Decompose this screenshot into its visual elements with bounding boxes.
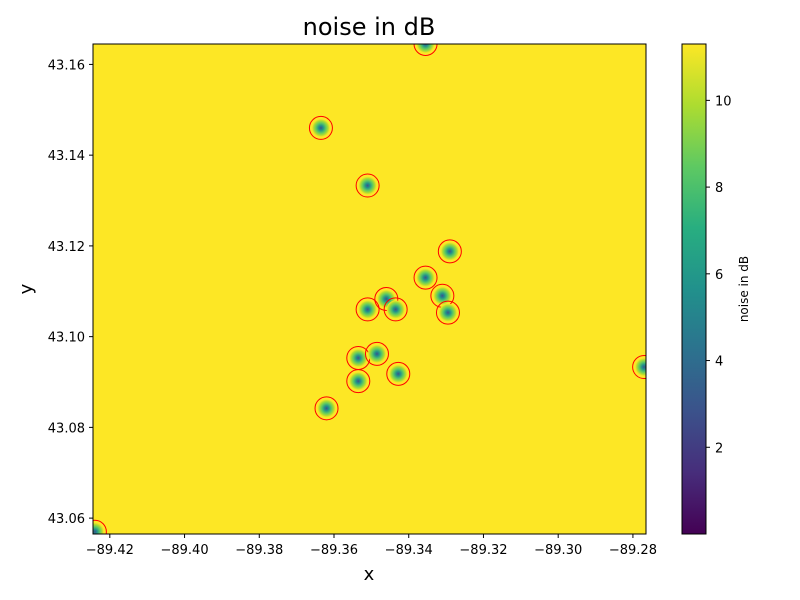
noise-blob-11 xyxy=(367,344,386,363)
source-marker-3 xyxy=(437,239,462,264)
x-tick-label-1: −89.40 xyxy=(160,543,208,558)
noise-sources xyxy=(93,44,646,534)
source-marker-7 xyxy=(355,297,380,322)
noise-blob-16 xyxy=(93,522,104,534)
x-tick-label-2: −89.38 xyxy=(235,543,283,558)
noise-blob-3 xyxy=(440,242,459,261)
noise-blob-15 xyxy=(635,358,646,377)
noise-blob-14 xyxy=(317,399,336,418)
y-axis-ticks: 43.06 43.08 43.10 43.12 43.14 43.16 xyxy=(48,58,93,527)
x-axis-ticks: −89.42 −89.40 −89.38 −89.36 −89.34 −89.32 −89.… xyxy=(86,534,657,558)
y-tick-label-0: 43.06 xyxy=(48,512,85,527)
y-tick-label-3: 43.12 xyxy=(48,240,85,255)
noise-blob-1 xyxy=(311,118,330,137)
y-axis-label: y xyxy=(16,283,37,294)
cb-tick-label-3: 8 xyxy=(715,181,723,196)
x-tick-label-7: −89.28 xyxy=(609,543,657,558)
source-marker-8 xyxy=(383,297,408,322)
noise-blob-7 xyxy=(358,300,377,319)
y-tick-label-4: 43.14 xyxy=(48,149,85,164)
source-marker-9 xyxy=(435,300,460,325)
source-marker-12 xyxy=(386,361,411,386)
y-tick-label-2: 43.10 xyxy=(48,331,85,346)
colorbar xyxy=(681,43,707,535)
source-marker-11 xyxy=(364,341,389,366)
x-tick-label-4: −89.34 xyxy=(385,543,433,558)
source-marker-5 xyxy=(374,286,399,311)
x-tick-label-5: −89.32 xyxy=(459,543,507,558)
plot-frame xyxy=(92,43,647,535)
source-marker-13 xyxy=(346,369,371,394)
noise-blob-13 xyxy=(349,372,368,391)
noise-blob-6 xyxy=(433,286,452,305)
noise-blob-8 xyxy=(386,300,405,319)
source-marker-2 xyxy=(355,173,380,198)
noise-blob-2 xyxy=(358,176,377,195)
heatmap-background xyxy=(93,44,646,534)
x-axis-label: x xyxy=(364,564,375,585)
x-tick-label-0: −89.42 xyxy=(86,543,134,558)
source-marker-0 xyxy=(413,44,438,56)
source-marker-4 xyxy=(413,265,438,290)
colorbar-ticks: 2 4 6 8 10 xyxy=(706,94,732,456)
colorbar-label: noise in dB xyxy=(737,256,751,322)
noise-blob-0 xyxy=(416,44,435,53)
source-marker-1 xyxy=(308,115,333,140)
source-marker-14 xyxy=(314,396,339,421)
noise-blob-10 xyxy=(349,348,368,367)
source-marker-16 xyxy=(93,519,107,534)
y-tick-label-5: 43.16 xyxy=(48,58,85,73)
noise-blob-9 xyxy=(438,303,457,322)
noise-blob-4 xyxy=(416,268,435,287)
x-tick-label-3: −89.36 xyxy=(310,543,358,558)
chart-title: noise in dB xyxy=(303,13,436,41)
cb-tick-label-0: 2 xyxy=(715,441,723,456)
x-tick-label-6: −89.30 xyxy=(534,543,582,558)
noise-blob-12 xyxy=(389,364,408,383)
cb-tick-label-1: 4 xyxy=(715,355,723,370)
y-tick-label-1: 43.08 xyxy=(48,421,85,436)
cb-tick-label-2: 6 xyxy=(715,268,723,283)
cb-tick-label-4: 10 xyxy=(715,94,732,109)
source-marker-15 xyxy=(632,355,646,380)
